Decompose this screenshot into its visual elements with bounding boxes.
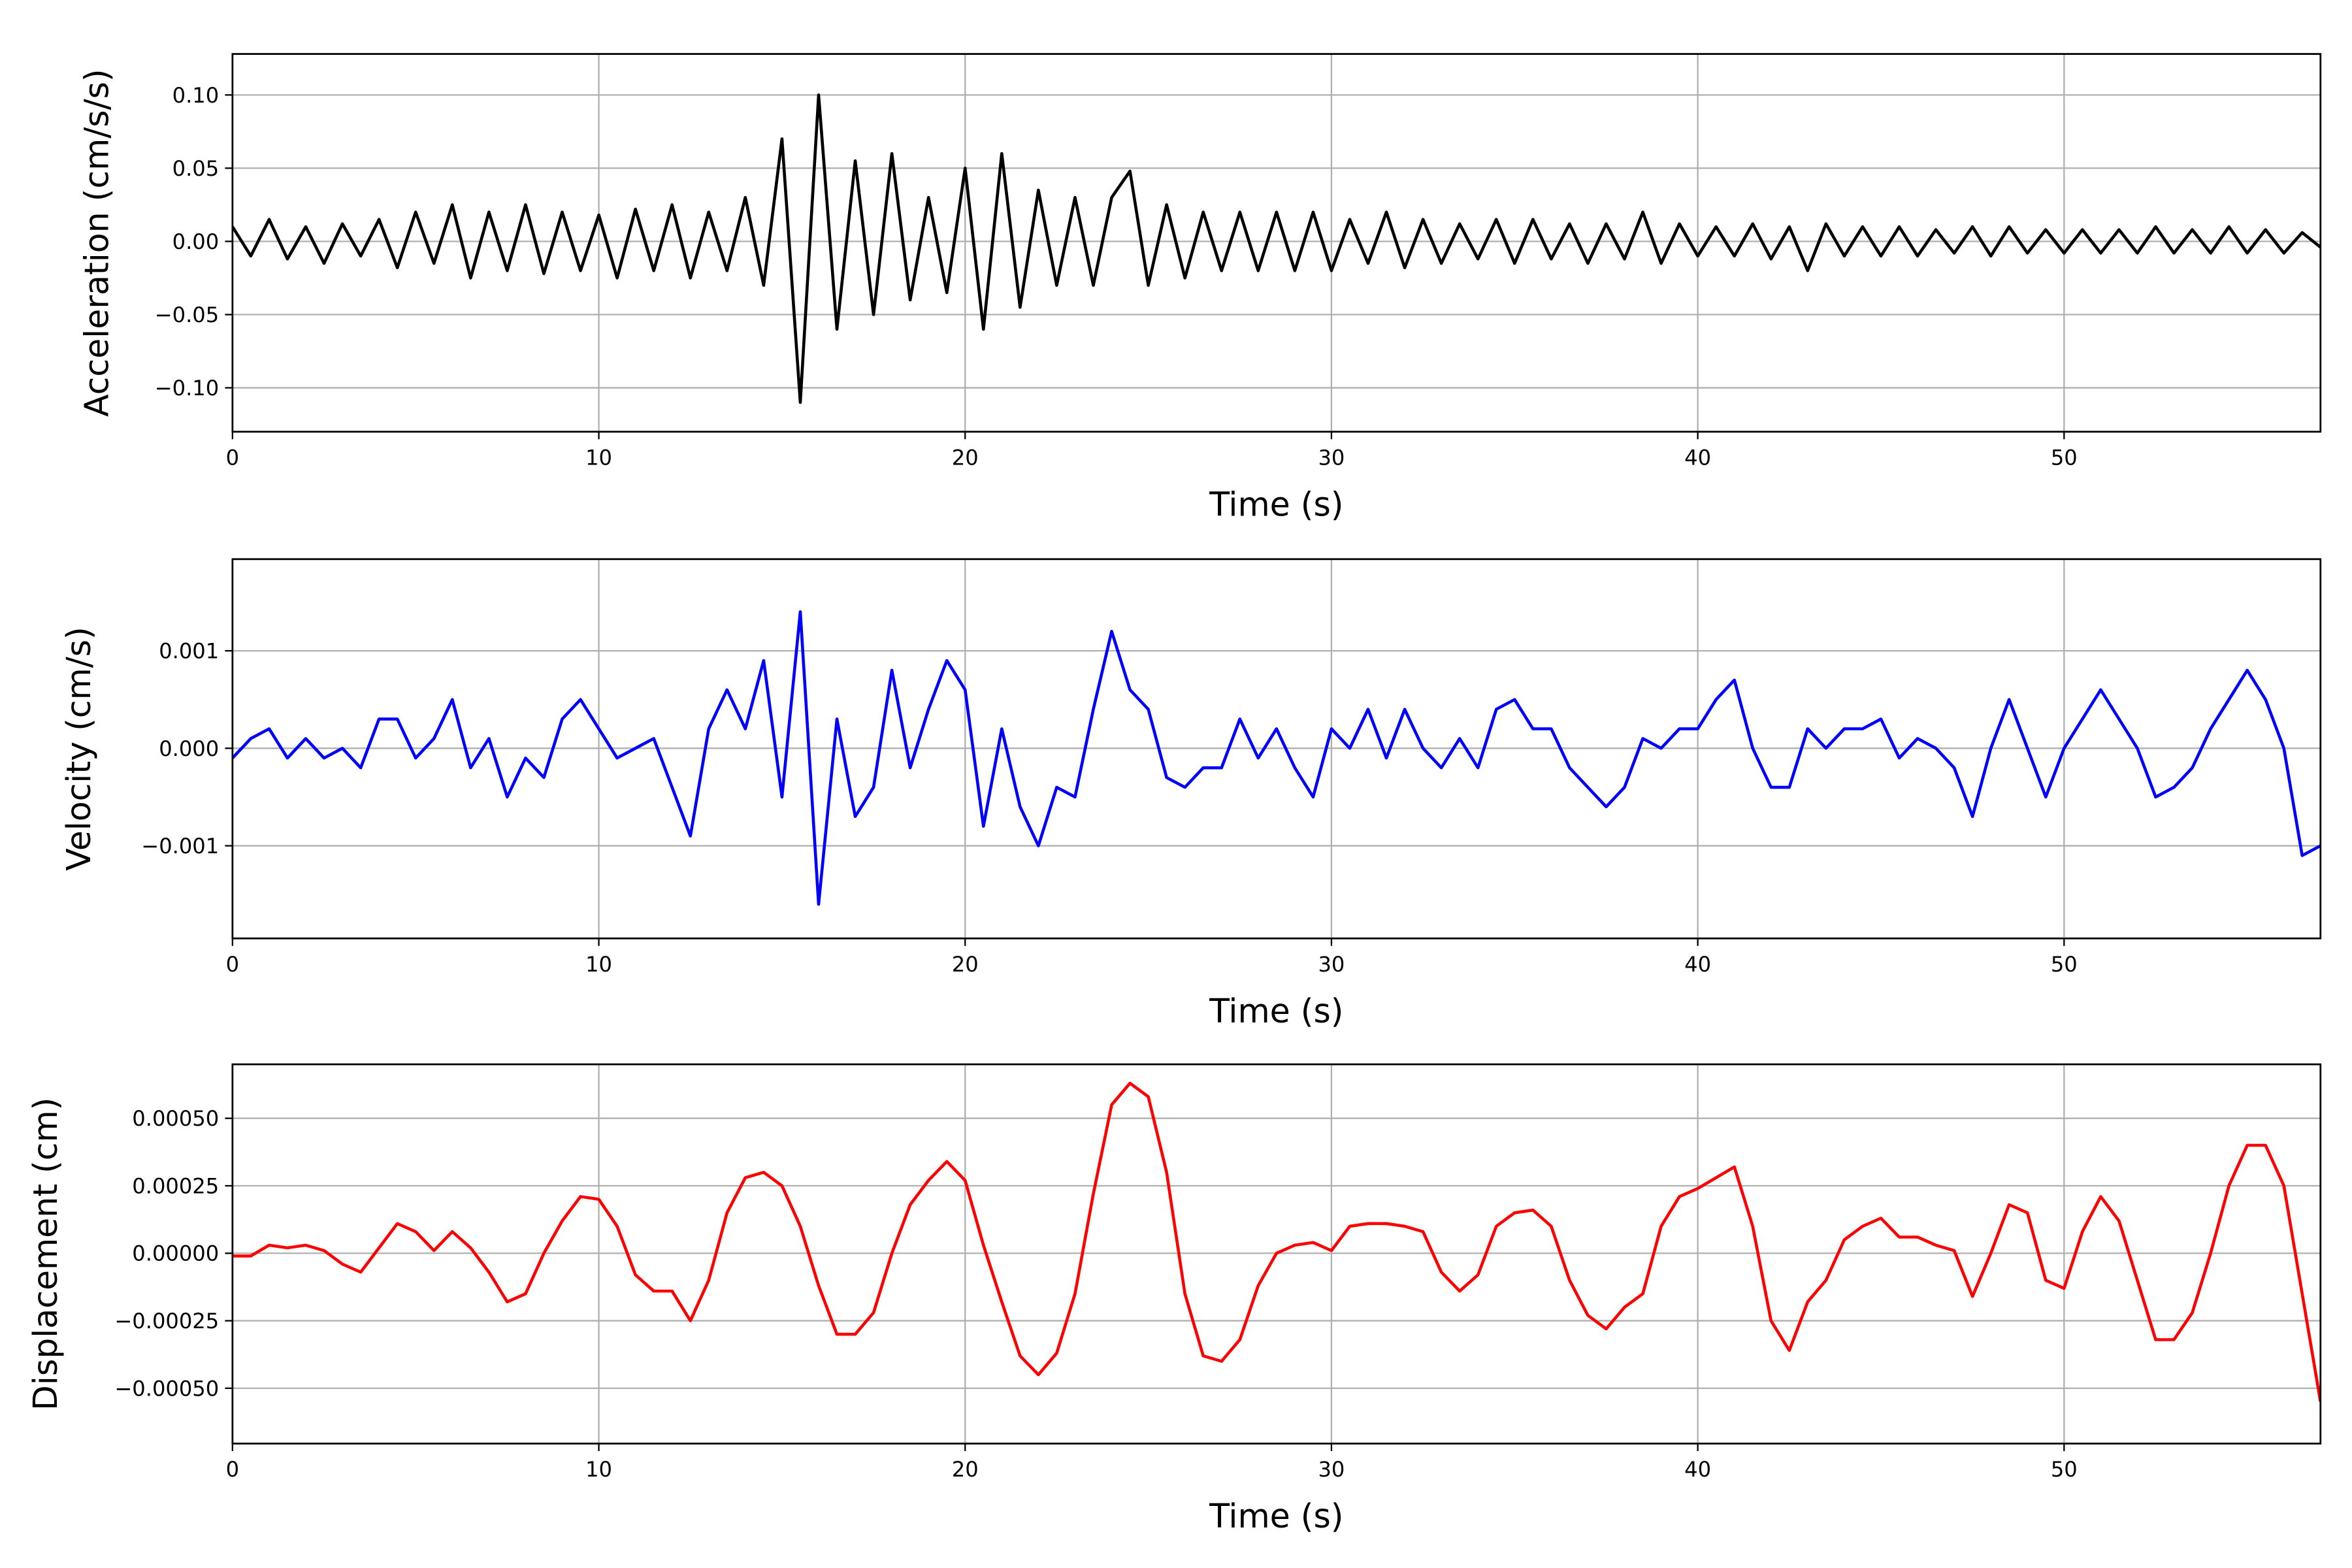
x-tick-label: 20 — [952, 952, 979, 977]
data-line — [232, 1081, 2321, 1402]
x-tick-label: 30 — [1318, 445, 1345, 470]
data-line — [232, 93, 2321, 404]
y-tick-label: −0.00025 — [114, 1309, 219, 1333]
x-tick-label: 40 — [1684, 445, 1711, 470]
x-axis-label: Time (s) — [1209, 992, 1343, 1030]
axes-frame — [231, 53, 2322, 433]
y-tick-label: 0.10 — [172, 83, 220, 108]
x-tick-label: 0 — [226, 1457, 239, 1482]
x-tick-label: 10 — [585, 952, 612, 977]
x-tick-label: 50 — [2051, 1457, 2078, 1482]
subplot: 0 10 20 30 40 50 −0.001 0.000 0.001 Time (s) Veloc… — [59, 558, 2322, 1030]
y-tick-label: 0.00050 — [132, 1106, 219, 1131]
y-tick-label: 0.00000 — [132, 1241, 219, 1266]
x-tick-label: 30 — [1318, 952, 1345, 977]
x-tick-label: 0 — [226, 445, 239, 470]
x-tick-label: 20 — [952, 445, 979, 470]
y-axis-label: Acceleration (cm/s/s) — [77, 69, 116, 417]
x-tick-label: 20 — [952, 1457, 979, 1482]
x-tick-label: 50 — [2051, 952, 2078, 977]
y-tick-label: −0.10 — [155, 376, 219, 400]
x-tick-label: 40 — [1684, 952, 1711, 977]
x-tick-label: 40 — [1684, 1457, 1711, 1482]
data-line — [232, 610, 2321, 906]
x-tick-label: 50 — [2051, 445, 2078, 470]
x-axis-label: Time (s) — [1209, 485, 1343, 523]
y-tick-label: 0.00 — [172, 229, 220, 254]
axes-frame — [231, 558, 2322, 939]
x-tick-label: 10 — [585, 445, 612, 470]
x-tick-label: 0 — [226, 952, 239, 977]
y-tick-label: 0.000 — [159, 736, 219, 761]
y-axis-label: Displacement (cm) — [26, 1098, 65, 1411]
subplot: 0 10 20 30 40 50 −0.00050 −0.00025 0.00000 0.0002… — [26, 1063, 2322, 1535]
y-tick-label: −0.00050 — [114, 1376, 219, 1401]
axes-frame — [231, 1063, 2322, 1445]
x-axis-label: Time (s) — [1209, 1497, 1343, 1535]
x-tick-label: 30 — [1318, 1457, 1345, 1482]
y-tick-label: 0.00025 — [132, 1173, 219, 1198]
subplot: 0 10 20 30 40 50 −0.10 −0.05 0.00 0.05 0.10 Time (s… — [77, 53, 2322, 523]
y-tick-label: −0.001 — [141, 834, 219, 858]
x-tick-label: 10 — [585, 1457, 612, 1482]
y-tick-label: 0.05 — [172, 156, 220, 181]
y-axis-label: Velocity (cm/s) — [59, 627, 98, 871]
y-tick-label: 0.001 — [159, 639, 219, 664]
y-tick-label: −0.05 — [155, 302, 219, 327]
